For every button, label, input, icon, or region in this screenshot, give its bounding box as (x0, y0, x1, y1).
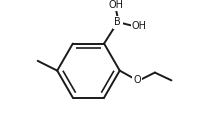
Text: OH: OH (108, 0, 123, 10)
Text: OH: OH (132, 21, 147, 31)
Text: O: O (134, 75, 141, 85)
Text: B: B (114, 17, 121, 27)
